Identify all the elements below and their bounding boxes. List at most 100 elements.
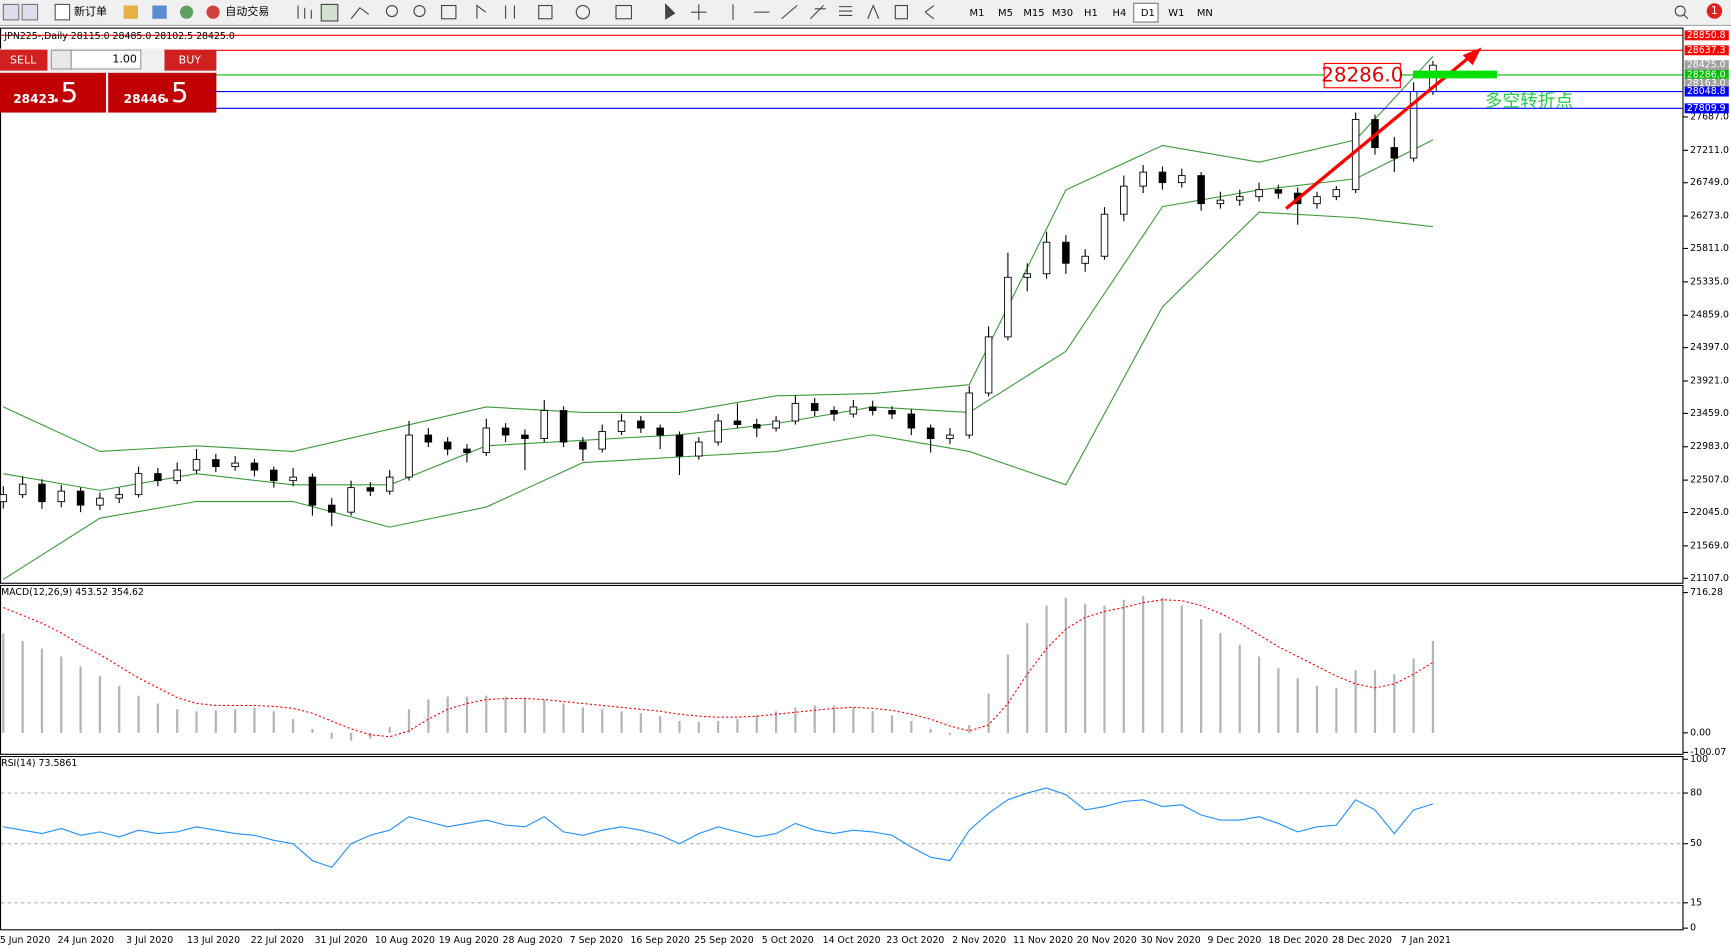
level-label: 28286.0 bbox=[1687, 69, 1726, 80]
x-tick-label: 22 Jul 2020 bbox=[251, 935, 304, 946]
y-tick-label: 21569.0 bbox=[1690, 540, 1729, 551]
auto-trading-icon[interactable] bbox=[206, 5, 220, 19]
candle-body bbox=[463, 448, 471, 454]
level-tag bbox=[1684, 69, 1729, 80]
periods-icon[interactable] bbox=[575, 4, 591, 20]
candle-icon[interactable] bbox=[320, 3, 339, 22]
candle-body bbox=[733, 420, 742, 425]
text-icon[interactable] bbox=[867, 4, 880, 19]
level-label: 28163.0 bbox=[1687, 78, 1726, 89]
timeframe-button[interactable]: M15 bbox=[1023, 8, 1044, 19]
x-tick-label: 28 Aug 2020 bbox=[503, 935, 563, 946]
tool-icon[interactable] bbox=[179, 5, 194, 19]
candle-body bbox=[559, 410, 568, 443]
level-tag bbox=[1684, 78, 1729, 89]
templates-icon[interactable] bbox=[615, 4, 633, 20]
timeframe-button[interactable]: M5 bbox=[998, 8, 1013, 19]
candle-body bbox=[173, 469, 181, 482]
candle-body bbox=[57, 490, 66, 503]
lot-spinner[interactable] bbox=[50, 49, 72, 70]
lot-input[interactable] bbox=[70, 49, 142, 70]
rsi-line bbox=[3, 787, 1434, 868]
bar-chart-icon[interactable] bbox=[297, 5, 312, 19]
cursor-icon[interactable] bbox=[665, 3, 676, 20]
x-tick-label: 19 Aug 2020 bbox=[439, 935, 499, 946]
buy-price-main: 28446 bbox=[124, 92, 166, 106]
tool-icon[interactable] bbox=[123, 5, 138, 19]
tool-icon[interactable] bbox=[21, 3, 39, 21]
price-callout: 28286.0 bbox=[1321, 64, 1403, 87]
timeframe-button[interactable]: D1 bbox=[1141, 8, 1155, 19]
y-tick-label: 25335.0 bbox=[1690, 276, 1729, 287]
y-tick-label: 27211.0 bbox=[1690, 145, 1729, 156]
candle-body bbox=[1255, 189, 1263, 198]
buy-button[interactable] bbox=[164, 49, 217, 71]
sell-button[interactable] bbox=[0, 49, 48, 71]
label-icon[interactable] bbox=[894, 4, 909, 20]
new-order-icon[interactable] bbox=[54, 3, 71, 21]
candle-body bbox=[18, 483, 27, 496]
new-order-button[interactable]: 新订单 bbox=[74, 4, 107, 18]
candle-body bbox=[134, 473, 143, 496]
scroll-icon[interactable] bbox=[476, 4, 487, 19]
candle-body bbox=[270, 469, 278, 482]
bollinger-upper bbox=[3, 56, 1434, 453]
y-tick-label: 0 bbox=[1690, 923, 1696, 934]
x-tick-label: 14 Oct 2020 bbox=[823, 935, 881, 946]
zoom-out-icon[interactable] bbox=[413, 4, 426, 18]
y-tick-label: 716.28 bbox=[1690, 587, 1723, 598]
zoom-in-icon[interactable] bbox=[385, 4, 398, 18]
candle-body bbox=[791, 403, 800, 422]
y-tick-label: 27687.0 bbox=[1690, 111, 1729, 122]
annotation-note: 多空转折点 bbox=[1485, 91, 1573, 112]
bollinger-middle bbox=[3, 139, 1434, 491]
line-chart-icon[interactable] bbox=[350, 6, 370, 20]
timeframe-button[interactable]: MN bbox=[1197, 8, 1213, 19]
level-label: 28425.0 bbox=[1687, 60, 1726, 71]
crosshair-icon[interactable] bbox=[691, 4, 707, 20]
timeframe-button[interactable]: M1 bbox=[970, 8, 985, 19]
x-tick-label: 25 Sep 2020 bbox=[694, 935, 753, 946]
y-tick-label: 22045.0 bbox=[1690, 507, 1729, 518]
candle-body bbox=[192, 459, 201, 471]
search-icon[interactable] bbox=[1674, 5, 1686, 17]
candle-body bbox=[405, 434, 413, 478]
turn-marker bbox=[1413, 70, 1497, 79]
arrows-icon[interactable] bbox=[924, 5, 935, 20]
level-label: 28048.8 bbox=[1687, 86, 1726, 97]
tool-icon[interactable] bbox=[2, 3, 20, 21]
candle-body bbox=[598, 431, 606, 450]
shift-icon[interactable] bbox=[505, 5, 515, 19]
indicators-icon[interactable] bbox=[538, 4, 553, 20]
sell-label[interactable]: SELL bbox=[10, 54, 37, 67]
tool-icons bbox=[297, 2, 1689, 23]
timeframe-button[interactable]: H4 bbox=[1113, 8, 1127, 19]
lot-value[interactable]: 1.00 bbox=[112, 53, 137, 66]
timeframe-button[interactable]: W1 bbox=[1168, 8, 1184, 19]
notification-badge[interactable] bbox=[1706, 3, 1723, 19]
auto-trading-button[interactable]: 自动交易 bbox=[225, 4, 269, 18]
x-tick-label: 3 Jul 2020 bbox=[126, 935, 173, 946]
trendline-icon[interactable] bbox=[781, 5, 798, 20]
sell-price-box[interactable] bbox=[0, 72, 106, 113]
candle-body bbox=[250, 462, 259, 471]
sell-price-main: 28423 bbox=[13, 92, 55, 106]
rsi-header: RSI(14) 73.5861 bbox=[1, 758, 77, 769]
fibo-icon[interactable] bbox=[839, 6, 853, 17]
y-tick-label: 25811.0 bbox=[1690, 243, 1729, 254]
candle-body bbox=[656, 427, 664, 436]
candle-body bbox=[714, 420, 722, 443]
candle-body bbox=[1390, 147, 1399, 159]
tool-icon[interactable] bbox=[152, 5, 167, 19]
candle-body bbox=[984, 336, 993, 394]
timeframe-button[interactable]: H1 bbox=[1084, 8, 1098, 19]
channel-icon[interactable] bbox=[809, 5, 826, 20]
y-tick-label: 24859.0 bbox=[1690, 310, 1729, 321]
candle-body bbox=[868, 406, 877, 411]
y-tick-label: 24397.0 bbox=[1690, 342, 1729, 353]
candle-body bbox=[347, 487, 355, 513]
buy-label[interactable]: BUY bbox=[179, 54, 202, 67]
tile-icon[interactable] bbox=[441, 4, 457, 20]
buy-price-box[interactable] bbox=[108, 72, 217, 113]
timeframe-button[interactable]: M30 bbox=[1052, 8, 1073, 19]
